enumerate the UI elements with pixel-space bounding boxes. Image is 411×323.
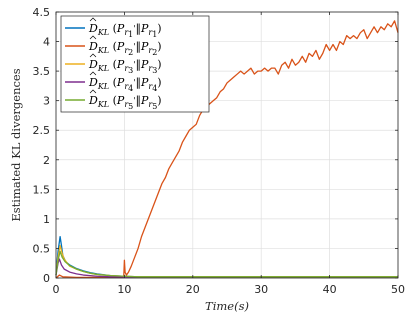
legend-symbol: ‖	[135, 22, 141, 36]
legend-entry-5: DKL (Pr5'‖Pr5)	[88, 94, 162, 111]
legend-token: KL	[97, 64, 109, 73]
hat-accent	[89, 89, 97, 94]
legend-token: D	[88, 40, 98, 53]
legend-symbol: )	[157, 76, 161, 89]
hat-accent	[89, 35, 97, 40]
legend-token: D	[88, 22, 98, 35]
legend-token: '	[133, 42, 135, 51]
legend-token: KL	[97, 100, 109, 109]
series-line-2	[55, 20, 399, 279]
y-tick-label: 0	[43, 272, 50, 285]
legend-symbol: )	[157, 94, 161, 107]
y-axis: 0 0.5 1 1.5 2 2.5 3 3.5 4 4.5	[33, 6, 398, 285]
legend-token: '	[133, 78, 135, 87]
legend-token: KL	[97, 46, 109, 55]
legend-symbol: (	[109, 22, 117, 35]
hat-accent	[89, 17, 97, 22]
legend-token: 3	[128, 66, 133, 75]
x-tick-label: 50	[391, 283, 405, 296]
legend-token: 5	[152, 102, 157, 111]
plot-frame	[55, 11, 399, 279]
x-tick-label: 30	[254, 283, 268, 296]
legend-token: P	[116, 40, 125, 53]
y-tick-label: 4.5	[33, 6, 51, 19]
y-tick-label: 3.5	[33, 65, 51, 78]
legend-token: P	[116, 94, 125, 107]
y-tick-label: 1	[43, 213, 50, 226]
x-axis: 0 10 20 30 40 50	[53, 12, 405, 296]
legend-symbol: ‖	[135, 40, 141, 54]
series-layer	[55, 20, 399, 279]
legend-token: P	[140, 94, 149, 107]
y-tick-label: 1.5	[33, 183, 51, 196]
legend-token: P	[140, 58, 149, 71]
legend-symbol: ‖	[135, 76, 141, 90]
legend-token: 5	[128, 102, 133, 111]
legend-token: D	[88, 94, 98, 107]
x-tick-label: 10	[117, 283, 131, 296]
hat-accent	[89, 71, 97, 76]
legend-token: 2	[152, 48, 157, 57]
legend: DKL (Pr1'‖Pr1)DKL (Pr2'‖Pr2)DKL (Pr3'‖Pr…	[60, 15, 210, 113]
legend-token: P	[116, 58, 125, 71]
legend-token: KL	[97, 82, 109, 91]
legend-entry-4: DKL (Pr4'‖Pr4)	[88, 76, 162, 93]
x-tick-label: 40	[323, 283, 337, 296]
x-axis-label: Time(s)	[205, 299, 249, 313]
legend-token: D	[88, 76, 98, 89]
legend-symbol: )	[157, 22, 161, 35]
legend-token: '	[133, 96, 135, 105]
hat-accent	[89, 53, 97, 58]
y-tick-label: 4	[43, 36, 50, 49]
y-tick-label: 2.5	[33, 124, 51, 137]
legend-token: 3	[152, 66, 157, 75]
legend-symbol: (	[109, 40, 117, 53]
legend-token: '	[133, 24, 135, 33]
legend-token: D	[88, 58, 98, 71]
legend-token: 1	[152, 30, 157, 39]
legend-symbol: ‖	[135, 94, 141, 108]
y-axis-label: Estimated KL divergences	[9, 68, 23, 221]
legend-token: r	[124, 28, 129, 37]
legend-token: r	[124, 82, 129, 91]
legend-entry-1: DKL (Pr1'‖Pr1)	[88, 22, 162, 39]
legend-symbol: )	[157, 40, 161, 53]
legend-token: r	[124, 100, 129, 109]
legend-token: P	[116, 22, 125, 35]
legend-token: r	[148, 82, 153, 91]
legend-token: r	[148, 64, 153, 73]
legend-token: P	[140, 22, 149, 35]
legend-token: r	[148, 100, 153, 109]
y-tick-label: 2	[43, 154, 50, 167]
legend-symbol: (	[109, 58, 117, 71]
legend-symbol: )	[157, 58, 161, 71]
legend-token: 1	[128, 30, 133, 39]
legend-token: r	[148, 28, 153, 37]
legend-box	[60, 15, 210, 113]
legend-token: P	[116, 76, 125, 89]
legend-token: 2	[128, 48, 133, 57]
series-line-5	[55, 250, 398, 278]
legend-symbol: (	[109, 76, 117, 89]
x-tick-label: 20	[186, 283, 200, 296]
legend-token: 4	[128, 84, 133, 93]
legend-token: P	[140, 76, 149, 89]
legend-token: P	[140, 40, 149, 53]
legend-entry-2: DKL (Pr2'‖Pr2)	[88, 40, 162, 57]
legend-token: '	[133, 60, 135, 69]
legend-token: r	[124, 64, 129, 73]
legend-symbol: ‖	[135, 58, 141, 72]
legend-token: KL	[97, 28, 109, 37]
legend-token: r	[148, 46, 153, 55]
legend-entry-3: DKL (Pr3'‖Pr3)	[88, 58, 162, 75]
legend-token: 4	[152, 84, 157, 93]
x-tick-label: 0	[53, 283, 60, 296]
y-tick-label: 3	[43, 95, 50, 108]
legend-token: r	[124, 46, 129, 55]
legend-symbol: (	[109, 94, 117, 107]
y-tick-label: 0.5	[33, 242, 51, 255]
